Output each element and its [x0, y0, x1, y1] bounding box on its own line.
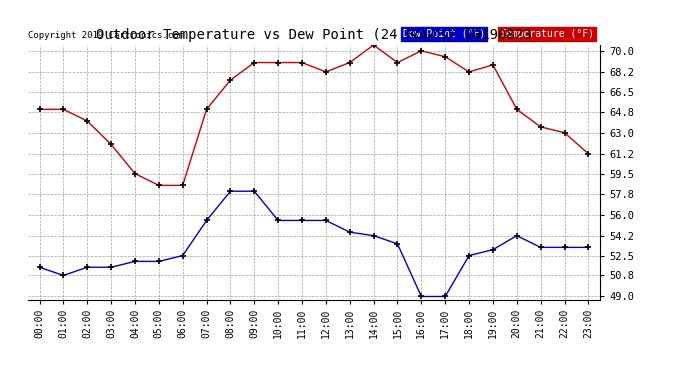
Text: Dew Point (°F): Dew Point (°F) [403, 28, 485, 39]
Text: Copyright 2019 Cartronics.com: Copyright 2019 Cartronics.com [28, 31, 184, 40]
Title: Outdoor Temperature vs Dew Point (24 Hours) 20190823: Outdoor Temperature vs Dew Point (24 Hou… [96, 28, 532, 42]
Text: Temperature (°F): Temperature (°F) [500, 28, 594, 39]
